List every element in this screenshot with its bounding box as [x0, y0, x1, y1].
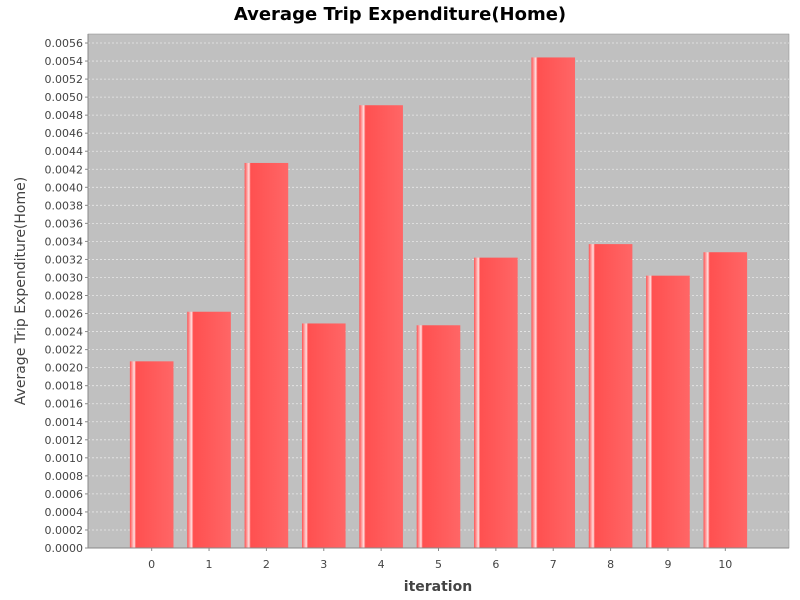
y-tick-label: 0.0028 [45, 290, 84, 303]
y-tick-label: 0.0024 [45, 326, 84, 339]
y-tick-label: 0.0044 [45, 145, 84, 158]
bar-5 [416, 325, 461, 548]
bars [129, 57, 748, 549]
bar-3 [301, 323, 346, 548]
y-tick-label: 0.0006 [45, 488, 84, 501]
y-tick-label: 0.0032 [45, 253, 84, 266]
x-tick-label: 7 [550, 558, 557, 571]
y-tick-label: 0.0036 [45, 217, 84, 230]
x-tick-label: 5 [435, 558, 442, 571]
bar-9 [646, 275, 690, 548]
y-tick-label: 0.0046 [45, 127, 84, 140]
chart-title: Average Trip Expenditure(Home) [234, 4, 566, 25]
y-axis: 0.0000 0.0002 0.0004 0.0006 0.0008 0.0010 0.00… [45, 34, 89, 555]
y-tick-label: 0.0014 [45, 416, 84, 429]
y-tick-label: 0.0010 [45, 452, 84, 465]
x-tick-label: 9 [664, 558, 671, 571]
bar-8 [588, 244, 633, 548]
y-tick-label: 0.0056 [45, 37, 84, 50]
x-tick-label: 10 [718, 558, 732, 571]
x-tick-label: 6 [492, 558, 499, 571]
y-tick-label: 0.0048 [45, 109, 84, 122]
x-tick-label: 3 [320, 558, 327, 571]
x-tick-label: 4 [378, 558, 385, 571]
y-tick-label: 0.0052 [45, 73, 84, 86]
y-tick-label: 0.0038 [45, 199, 84, 212]
y-tick-label: 0.0040 [45, 181, 84, 194]
y-tick-label: 0.0004 [45, 506, 84, 519]
x-axis-title: iteration [404, 579, 472, 595]
bar-1 [187, 311, 231, 548]
y-tick-label: 0.0026 [45, 308, 84, 321]
x-tick-label: 8 [607, 558, 614, 571]
y-tick-label: 0.0034 [45, 235, 84, 248]
y-tick-label: 0.0016 [45, 398, 84, 411]
y-tick-label: 0.0022 [45, 344, 84, 357]
bar-7 [531, 57, 576, 548]
y-tick-label: 0.0012 [45, 434, 84, 447]
y-tick-label: 0.0050 [45, 91, 84, 104]
y-tick-label: 0.0000 [45, 542, 84, 555]
y-tick-label: 0.0054 [45, 55, 84, 68]
y-axis-title: Average Trip Expenditure(Home) [13, 177, 29, 405]
y-tick-label: 0.0018 [45, 380, 84, 393]
bar-10 [703, 252, 748, 549]
y-tick-label: 0.0020 [45, 362, 84, 375]
y-tick-label: 0.0008 [45, 470, 84, 483]
x-tick-label: 0 [148, 558, 155, 571]
bar-4 [359, 105, 403, 549]
bar-2 [244, 162, 289, 549]
y-tick-label: 0.0002 [45, 524, 84, 537]
x-axis: 0 1 2 3 4 5 6 7 8 9 10 [88, 547, 789, 571]
y-tick-label: 0.0030 [45, 271, 84, 284]
x-tick-label: 1 [206, 558, 213, 571]
x-tick-label: 2 [263, 558, 270, 571]
y-tick-label: 0.0042 [45, 163, 84, 176]
bar-0 [129, 361, 174, 548]
bar-6 [474, 257, 518, 548]
